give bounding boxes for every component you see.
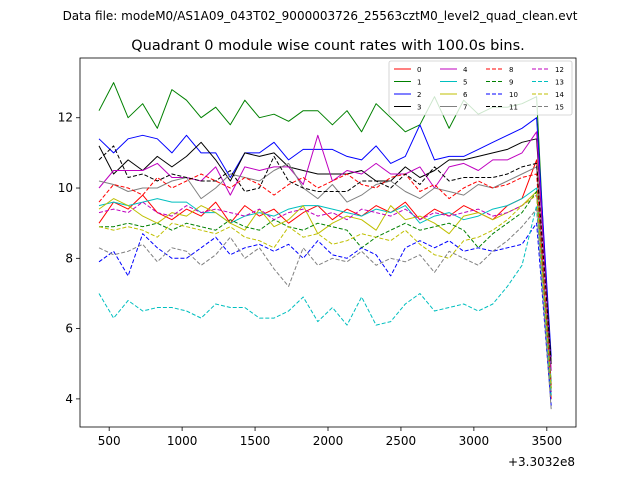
y-tick-label: 10 [58, 181, 73, 195]
legend-label-7: 7 [463, 104, 467, 112]
series-line-8 [98, 173, 552, 385]
y-tick-label: 4 [65, 392, 73, 406]
series-line-9 [99, 191, 552, 389]
legend-label-1: 1 [417, 79, 421, 87]
legend-label-10: 10 [509, 91, 518, 99]
data-file-caption: Data file: modeM0/AS1A09_043T02_90000037… [63, 9, 578, 23]
series-line-4 [98, 131, 552, 371]
series-lines [98, 82, 552, 410]
series-line-6 [98, 191, 552, 396]
x-offset-label: +3.3032e8 [508, 455, 575, 469]
legend-label-4: 4 [463, 66, 468, 74]
series-line-14 [98, 194, 552, 389]
legend-label-15: 15 [555, 104, 564, 112]
series-line-5 [98, 187, 552, 382]
legend-label-14: 14 [555, 91, 564, 99]
series-line-12 [98, 194, 552, 392]
series-line-2 [98, 117, 552, 357]
legend-label-12: 12 [555, 66, 564, 74]
x-tick-label: 3000 [459, 434, 490, 448]
series-line-13 [98, 205, 552, 396]
chart-title: Quadrant 0 module wise count rates with … [131, 38, 525, 54]
legend-label-2: 2 [417, 91, 421, 99]
legend-label-0: 0 [417, 66, 421, 74]
series-line-11 [98, 145, 552, 364]
y-tick-label: 8 [65, 251, 73, 265]
y-tick-label: 12 [58, 111, 73, 125]
legend-box [388, 60, 573, 116]
legend-label-3: 3 [417, 104, 421, 112]
x-tick-label: 2000 [313, 434, 344, 448]
series-line-3 [98, 138, 552, 364]
x-tick-label: 3500 [532, 434, 563, 448]
legend-label-13: 13 [555, 79, 564, 87]
x-tick-label: 500 [98, 434, 121, 448]
x-tick-label: 1000 [167, 434, 198, 448]
legend-label-8: 8 [509, 66, 513, 74]
x-tick-label: 2500 [386, 434, 417, 448]
legend-label-9: 9 [509, 79, 513, 87]
legend-label-5: 5 [463, 79, 467, 87]
series-line-0 [98, 159, 552, 399]
plot-background [80, 58, 576, 427]
legend-label-11: 11 [509, 104, 518, 112]
plot-area [80, 58, 576, 427]
x-tick-label: 1500 [240, 434, 271, 448]
legend-label-6: 6 [463, 91, 468, 99]
series-line-10 [98, 222, 552, 406]
y-tick-label: 6 [65, 322, 73, 336]
series-line-15 [98, 208, 552, 410]
